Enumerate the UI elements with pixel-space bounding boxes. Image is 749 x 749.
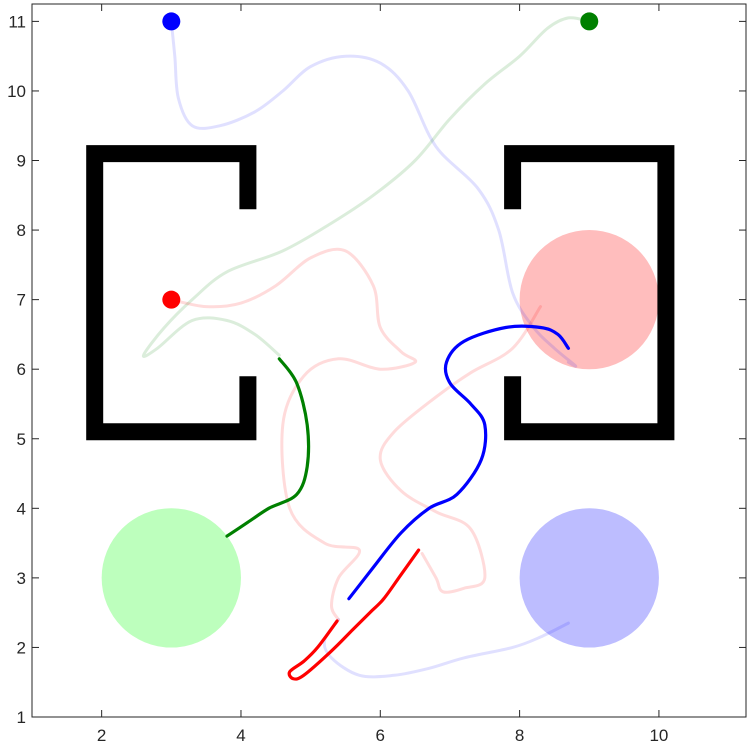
y-tick-label: 1 <box>17 708 26 727</box>
y-tick-label: 5 <box>17 430 26 449</box>
y-tick-label: 11 <box>8 12 26 31</box>
axes-frame <box>31 3 747 718</box>
goal-regions <box>101 229 659 648</box>
blue-faded-trajectory <box>322 618 570 679</box>
blue-bold-trajectory <box>347 324 570 601</box>
x-tick-label: 6 <box>376 726 385 745</box>
blue-start-marker <box>162 12 181 31</box>
x-tick-label: 4 <box>236 726 245 745</box>
red-faded-trajectory <box>378 305 542 594</box>
bold-trajectories <box>225 324 570 681</box>
green-goal-region <box>101 508 241 648</box>
green-faded-trajectory <box>141 16 591 358</box>
y-tick-label: 10 <box>7 82 26 101</box>
y-tick-label: 4 <box>17 499 26 518</box>
y-tick-label: 6 <box>17 360 26 379</box>
y-tick-label: 8 <box>17 221 26 240</box>
green-bold-trajectory <box>225 357 311 538</box>
y-tick-label: 9 <box>17 152 26 171</box>
red-goal-region <box>519 229 659 370</box>
y-tick-label: 3 <box>17 569 26 588</box>
y-tick-label: 2 <box>17 638 26 657</box>
red-bold-trajectory <box>287 548 421 681</box>
red-faded-trajectory <box>169 247 418 622</box>
y-tick-label: 7 <box>17 291 26 310</box>
x-tick-label: 8 <box>515 726 524 745</box>
x-tick-label: 2 <box>97 726 106 745</box>
start-markers <box>162 12 599 309</box>
wall-2 <box>504 145 675 441</box>
green-start-marker <box>580 12 599 31</box>
blue-goal-region <box>519 508 659 648</box>
walls <box>86 145 675 441</box>
wall-1 <box>86 145 257 441</box>
red-start-marker <box>162 290 181 309</box>
x-tick-label: 10 <box>649 726 668 745</box>
